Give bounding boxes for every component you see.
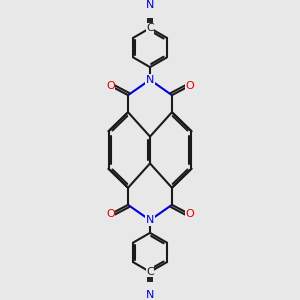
Text: C: C [146,267,154,277]
Text: O: O [106,81,115,91]
Text: N: N [146,215,154,225]
Text: N: N [146,0,154,10]
Text: N: N [146,290,154,300]
Text: O: O [185,81,194,91]
Text: C: C [146,23,154,33]
Text: O: O [106,209,115,219]
Text: N: N [146,75,154,85]
Text: O: O [185,209,194,219]
